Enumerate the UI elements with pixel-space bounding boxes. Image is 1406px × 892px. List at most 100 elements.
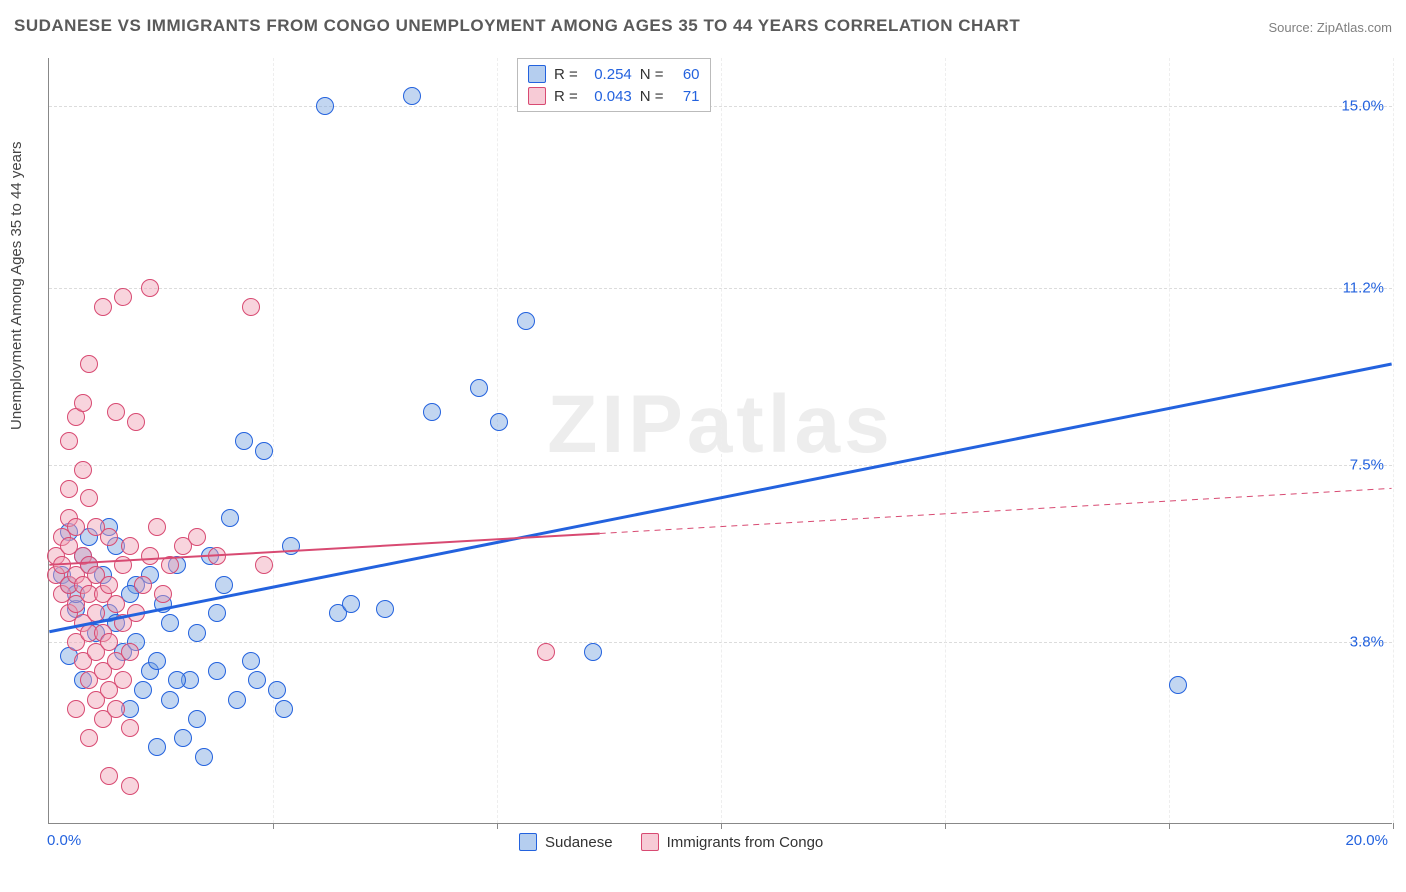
legend-item-sudanese: Sudanese [519,833,613,851]
legend-row-sudanese: R = 0.254 N = 60 [528,63,700,85]
y-tick-label: 15.0% [1341,97,1384,114]
x-max-label: 20.0% [1345,832,1388,849]
scatter-point [188,710,206,728]
scatter-point [87,604,105,622]
scatter-point [74,394,92,412]
n-value-congo: 71 [672,88,700,105]
scatter-point [94,298,112,316]
plot-area: ZIPatlas 3.8%7.5%11.2%15.0% R = 0.254 N … [48,58,1392,824]
scatter-point [174,729,192,747]
scatter-point [403,87,421,105]
scatter-point [67,518,85,536]
scatter-point [1169,676,1187,694]
scatter-point [148,738,166,756]
scatter-point [121,719,139,737]
scatter-point [114,671,132,689]
y-axis-label: Unemployment Among Ages 35 to 44 years [8,141,25,430]
scatter-point [114,288,132,306]
n-value-sudanese: 60 [672,66,700,83]
scatter-point [141,279,159,297]
n-label: N = [640,88,664,105]
scatter-point [208,662,226,680]
scatter-point [121,643,139,661]
scatter-point [161,614,179,632]
scatter-point [100,576,118,594]
scatter-point [188,528,206,546]
y-tick-label: 3.8% [1350,634,1384,651]
scatter-point [161,691,179,709]
scatter-point [100,767,118,785]
scatter-point [141,547,159,565]
scatter-point [148,652,166,670]
r-label: R = [554,66,578,83]
scatter-point [107,700,125,718]
y-tick-label: 7.5% [1350,456,1384,473]
legend-label: Immigrants from Congo [667,834,824,851]
scatter-point [80,489,98,507]
chart-title: SUDANESE VS IMMIGRANTS FROM CONGO UNEMPL… [14,16,1020,36]
scatter-point [282,537,300,555]
scatter-point [127,604,145,622]
scatter-point [107,595,125,613]
r-value-congo: 0.043 [586,88,632,105]
scatter-point [154,585,172,603]
scatter-point [268,681,286,699]
swatch-pink [641,833,659,851]
x-min-label: 0.0% [47,832,81,849]
scatter-point [195,748,213,766]
scatter-point [74,461,92,479]
correlation-chart: SUDANESE VS IMMIGRANTS FROM CONGO UNEMPL… [0,0,1406,892]
legend-item-congo: Immigrants from Congo [641,833,824,851]
scatter-point [242,298,260,316]
scatter-point [127,413,145,431]
scatter-point [80,355,98,373]
scatter-point [470,379,488,397]
scatter-point [188,624,206,642]
legend-label: Sudanese [545,834,613,851]
scatter-point [584,643,602,661]
scatter-point [107,403,125,421]
legend-row-congo: R = 0.043 N = 71 [528,85,700,107]
scatter-point [376,600,394,618]
swatch-blue [528,65,546,83]
scatter-point [60,480,78,498]
scatter-point [168,671,186,689]
scatter-point [215,576,233,594]
scatter-point [228,691,246,709]
scatter-point [161,556,179,574]
series-legend: Sudanese Immigrants from Congo [519,833,823,851]
scatter-point [342,595,360,613]
scatter-point [100,633,118,651]
scatter-point [121,777,139,795]
swatch-blue [519,833,537,851]
scatter-point [134,681,152,699]
y-tick-label: 11.2% [1343,279,1384,296]
scatter-point [255,442,273,460]
scatter-point [490,413,508,431]
scatter-point [67,700,85,718]
scatter-point [275,700,293,718]
scatter-point [221,509,239,527]
r-label: R = [554,88,578,105]
scatter-point [60,432,78,450]
scatter-point [208,604,226,622]
scatter-point [255,556,273,574]
scatter-point [248,671,266,689]
correlation-legend: R = 0.254 N = 60 R = 0.043 N = 71 [517,58,711,112]
scatter-point [114,556,132,574]
source-attribution: Source: ZipAtlas.com [1268,20,1392,35]
swatch-pink [528,87,546,105]
scatter-point [134,576,152,594]
scatter-point [423,403,441,421]
scatter-point [517,312,535,330]
scatter-point [121,537,139,555]
scatter-point [537,643,555,661]
scatter-point [242,652,260,670]
scatter-point [316,97,334,115]
scatter-point [148,518,166,536]
scatter-point [208,547,226,565]
scatter-point [235,432,253,450]
r-value-sudanese: 0.254 [586,66,632,83]
scatter-point [80,729,98,747]
scatter-point [100,528,118,546]
